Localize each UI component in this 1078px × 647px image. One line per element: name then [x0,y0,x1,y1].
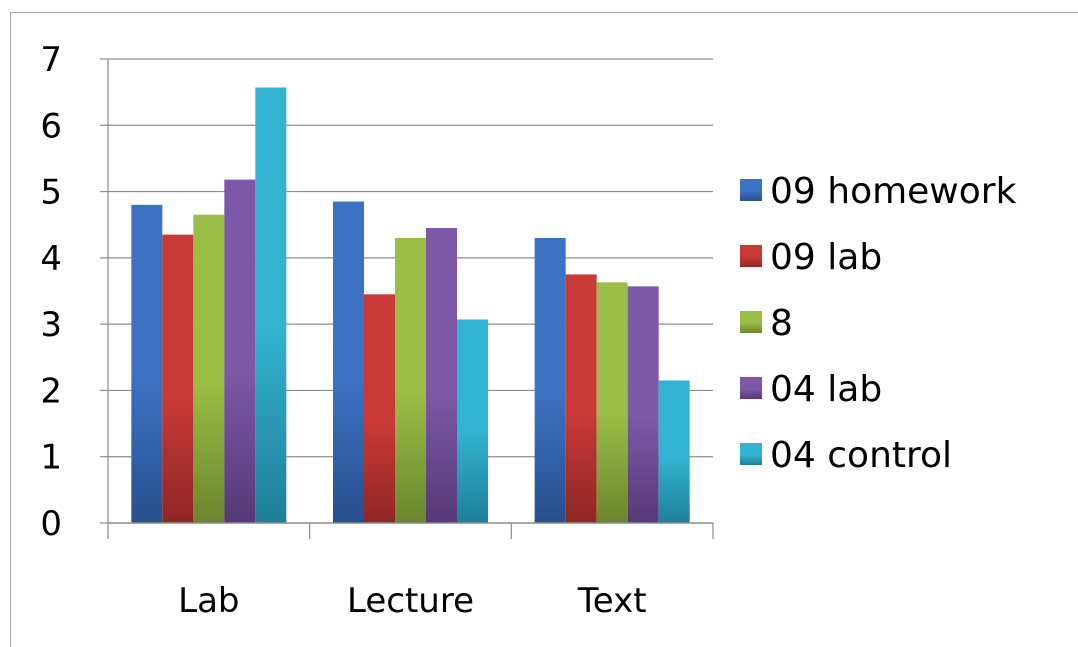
y-tick-label: 5 [40,173,62,213]
axes [100,58,714,539]
legend: 09 homework 09 lab 8 04 lab 04 control [740,171,1017,476]
legend-swatch [740,245,762,267]
tick-labels: 0 1 2 3 4 5 6 7 Lab Lecture Text [40,40,646,621]
bar-lecture-09-homework [333,201,364,523]
legend-label: 04 control [770,435,952,476]
legend-label: 04 lab [770,369,882,410]
y-tick-label: 3 [40,305,62,345]
legend-item: 8 [740,303,793,344]
bar-text-09-lab [565,274,597,523]
bar-text-8 [596,282,628,523]
y-tick-label: 2 [40,371,62,411]
bar-lecture-09-lab [364,294,395,523]
legend-swatch [740,377,762,399]
x-tick-label: Lab [178,581,239,621]
bar-lecture-04-control [457,319,488,523]
legend-swatch [740,179,762,201]
bars [131,87,690,524]
x-tick-label: Lecture [347,581,474,621]
legend-swatch [740,443,762,465]
bar-text-04-control [658,380,690,523]
x-tick-label: Text [577,581,647,621]
bar-lab-04-control [255,87,287,523]
y-tick-label: 4 [40,239,62,279]
legend-item: 09 homework [740,171,1017,212]
bar-lab-09-homework [131,204,163,524]
bar-lab-8 [193,214,225,523]
legend-item: 09 lab [740,237,882,278]
bar-lecture-04-lab [426,228,457,523]
bar-lab-09-lab [162,234,194,523]
legend-label: 8 [770,303,793,344]
legend-label: 09 homework [770,171,1017,212]
bar-text-04-lab [627,286,659,523]
y-tick-label: 7 [40,40,62,80]
legend-item: 04 lab [740,369,882,410]
y-tick-label: 6 [40,106,62,146]
legend-item: 04 control [740,435,952,476]
bar-text-09-homework [534,237,566,523]
chart-frame [10,12,1078,647]
bar-lecture-8 [395,237,426,523]
legend-label: 09 lab [770,237,882,278]
bar-lab-04-lab [224,179,256,523]
legend-swatch [740,311,762,333]
y-tick-label: 0 [40,504,62,544]
y-tick-label: 1 [40,438,62,478]
